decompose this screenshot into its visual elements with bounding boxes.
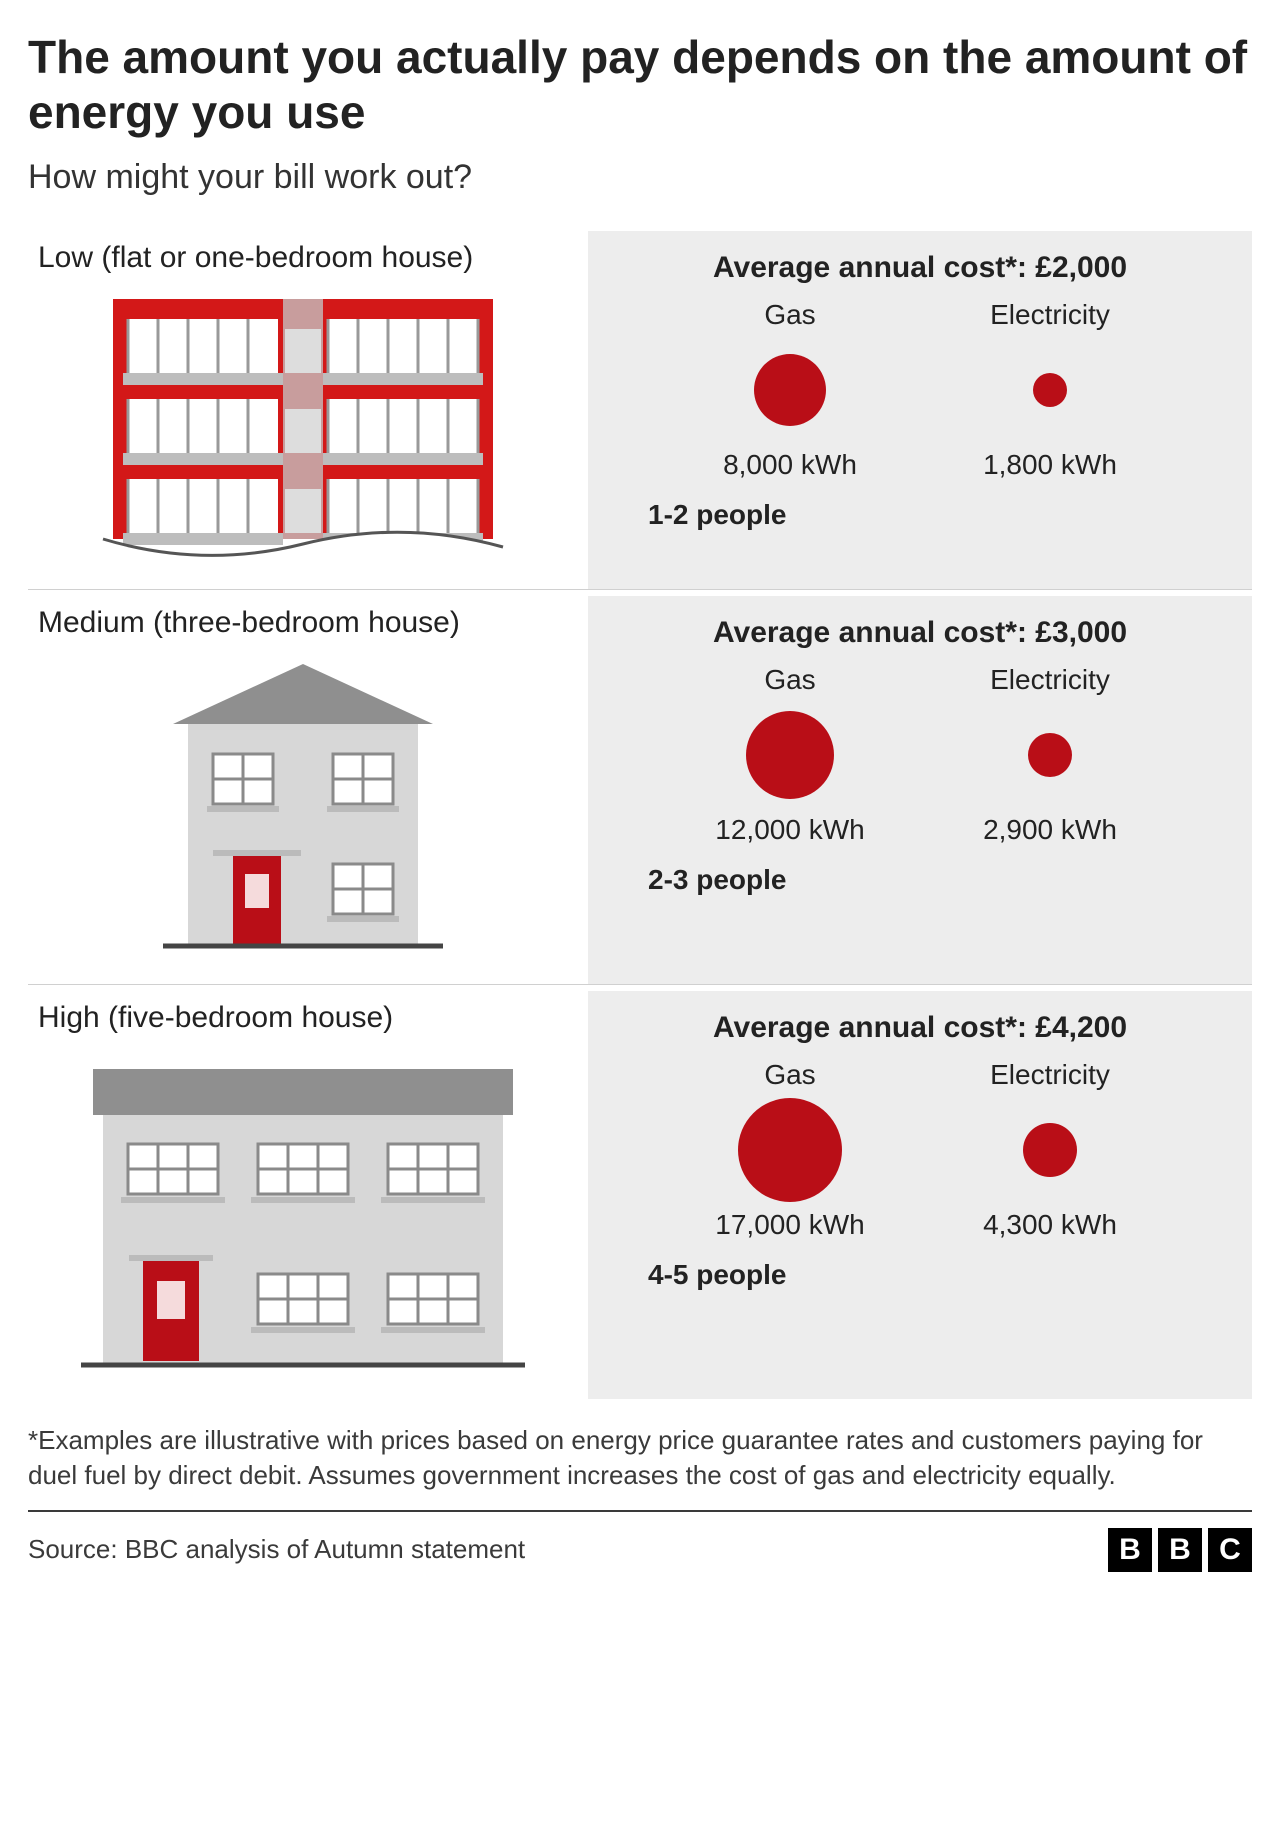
gas-column: Gas 12,000 kWh <box>680 664 900 846</box>
tier-illustration <box>38 654 568 964</box>
gas-kwh: 17,000 kWh <box>715 1209 864 1241</box>
house-large-icon <box>63 1049 543 1379</box>
electricity-label: Electricity <box>990 1059 1110 1091</box>
tier-left: High (five-bedroom house) <box>28 991 588 1399</box>
electricity-column: Electricity 4,300 kWh <box>940 1059 1160 1241</box>
main-title: The amount you actually pay depends on t… <box>28 30 1252 140</box>
flat-icon <box>93 289 513 569</box>
gas-label: Gas <box>764 1059 815 1091</box>
tier-row-low: Low (flat or one-bedroom house) <box>28 225 1252 589</box>
source-text: Source: BBC analysis of Autumn statement <box>28 1534 525 1565</box>
gas-column: Gas 17,000 kWh <box>680 1059 900 1241</box>
bbc-logo-letter: B <box>1158 1528 1202 1572</box>
tier-right-panel: Average annual cost*: £2,000 Gas 8,000 k… <box>588 231 1252 589</box>
electricity-column: Electricity 2,900 kWh <box>940 664 1160 846</box>
footer-bar: Source: BBC analysis of Autumn statement… <box>28 1510 1252 1600</box>
gas-kwh: 12,000 kWh <box>715 814 864 846</box>
gas-bubble <box>746 711 834 799</box>
gas-label: Gas <box>764 664 815 696</box>
electricity-label: Electricity <box>990 299 1110 331</box>
energy-grid: Gas 8,000 kWh Electricity 1,800 kWh <box>612 299 1228 481</box>
tier-heading: Medium (three-bedroom house) <box>38 606 568 640</box>
gas-label: Gas <box>764 299 815 331</box>
electricity-kwh: 2,900 kWh <box>983 814 1117 846</box>
gas-kwh: 8,000 kWh <box>723 449 857 481</box>
electricity-bubble <box>1023 1123 1077 1177</box>
people-count: 4-5 people <box>648 1259 1228 1291</box>
people-count: 2-3 people <box>648 864 1228 896</box>
house-medium-icon <box>143 654 463 964</box>
cost-line: Average annual cost*: £2,000 <box>612 251 1228 285</box>
tier-row-medium: Medium (three-bedroom house) Average ann… <box>28 589 1252 984</box>
tier-left: Low (flat or one-bedroom house) <box>28 231 588 589</box>
tier-right-panel: Average annual cost*: £4,200 Gas 17,000 … <box>588 991 1252 1399</box>
energy-grid: Gas 17,000 kWh Electricity 4,300 kWh <box>612 1059 1228 1241</box>
electricity-column: Electricity 1,800 kWh <box>940 299 1160 481</box>
electricity-bubble <box>1028 733 1072 777</box>
tier-illustration <box>38 289 568 569</box>
tier-right-panel: Average annual cost*: £3,000 Gas 12,000 … <box>588 596 1252 984</box>
tier-illustration <box>38 1049 568 1379</box>
energy-grid: Gas 12,000 kWh Electricity 2,900 kWh <box>612 664 1228 846</box>
cost-line: Average annual cost*: £4,200 <box>612 1011 1228 1045</box>
gas-column: Gas 8,000 kWh <box>680 299 900 481</box>
tier-heading: Low (flat or one-bedroom house) <box>38 241 568 275</box>
gas-bubble <box>738 1098 842 1202</box>
bbc-logo-letter: C <box>1208 1528 1252 1572</box>
gas-bubble <box>754 354 826 426</box>
infographic-container: The amount you actually pay depends on t… <box>0 0 1280 1399</box>
electricity-label: Electricity <box>990 664 1110 696</box>
electricity-kwh: 4,300 kWh <box>983 1209 1117 1241</box>
footnote-text: *Examples are illustrative with prices b… <box>28 1423 1252 1493</box>
people-count: 1-2 people <box>648 499 1228 531</box>
electricity-bubble <box>1033 373 1067 407</box>
cost-line: Average annual cost*: £3,000 <box>612 616 1228 650</box>
bbc-logo-letter: B <box>1108 1528 1152 1572</box>
subtitle: How might your bill work out? <box>28 158 1252 197</box>
tier-left: Medium (three-bedroom house) <box>28 596 588 984</box>
bbc-logo: B B C <box>1108 1528 1252 1572</box>
tier-heading: High (five-bedroom house) <box>38 1001 568 1035</box>
tier-row-high: High (five-bedroom house) Average annual… <box>28 984 1252 1399</box>
electricity-kwh: 1,800 kWh <box>983 449 1117 481</box>
